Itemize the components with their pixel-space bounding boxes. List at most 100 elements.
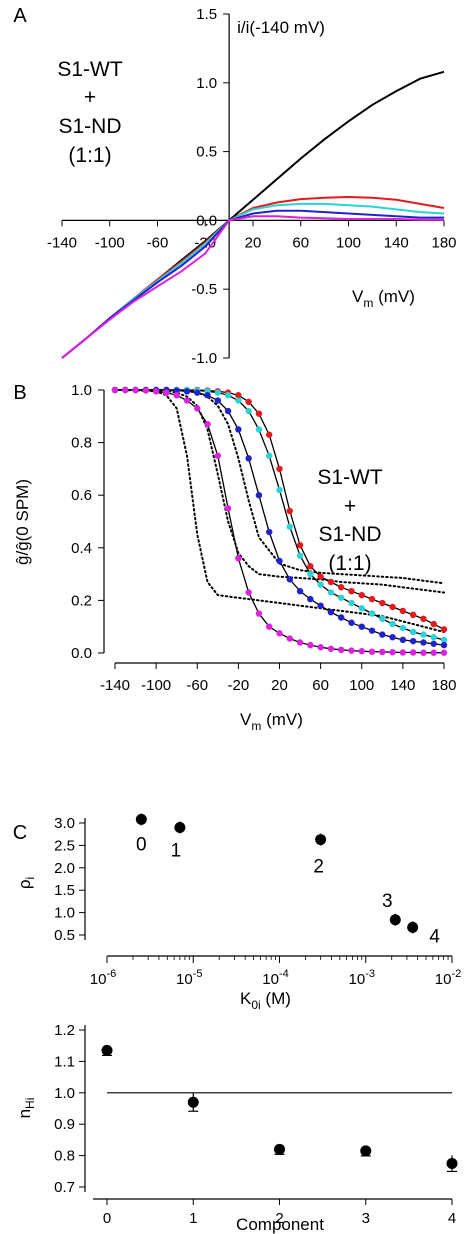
panel-letter-b: B bbox=[13, 382, 26, 404]
data-point bbox=[276, 465, 283, 473]
x-axis-title: K0i (M) bbox=[240, 989, 291, 1012]
annotation-line: S1-ND bbox=[58, 115, 121, 138]
fit-line bbox=[115, 389, 444, 654]
y-tick-label: -0.5 bbox=[191, 281, 217, 298]
data-point bbox=[214, 397, 222, 404]
model-dotted-line bbox=[114, 389, 445, 633]
data-point bbox=[317, 602, 324, 609]
panel-b: B 0.0 0.2 0.4 0.6 0.8 1.0 -140 -100 -60 -20 20 60 100… bbox=[13, 382, 457, 733]
data-point bbox=[327, 578, 335, 586]
data-point bbox=[399, 607, 407, 615]
data-point bbox=[337, 594, 345, 601]
panel-c-bottom: 0.7 0.8 0.9 1.0 1.1 1.2 0 1 2 3 4 Component nHi bbox=[15, 1022, 458, 1234]
data-point bbox=[409, 628, 417, 636]
x-tick-label: -60 bbox=[147, 234, 169, 251]
data-point bbox=[296, 639, 304, 646]
series-line bbox=[61, 209, 444, 359]
y-tick-label: 0.9 bbox=[54, 1116, 75, 1133]
y-tick-label: 0.5 bbox=[54, 927, 75, 944]
panel-letter-a: A bbox=[13, 5, 27, 27]
y-tick-label: 0.8 bbox=[71, 435, 92, 452]
data-point bbox=[214, 452, 222, 459]
x-tick-label: 0 bbox=[103, 1210, 111, 1227]
data-point bbox=[389, 603, 396, 611]
y-tick-label: 0.0 bbox=[71, 645, 92, 662]
data-point bbox=[409, 611, 417, 619]
y-tick-label: 1.5 bbox=[54, 882, 75, 899]
data-point bbox=[379, 615, 386, 623]
y-tick-label: 0.2 bbox=[71, 592, 92, 609]
data-point bbox=[389, 634, 396, 641]
data-point bbox=[440, 649, 448, 656]
data-point bbox=[296, 587, 304, 595]
component-label: 1 bbox=[171, 840, 182, 861]
y-axis-title: i/i(-140 mV) bbox=[237, 18, 325, 37]
data-point bbox=[194, 389, 201, 396]
component-label: 2 bbox=[313, 857, 324, 878]
data-point bbox=[286, 635, 293, 642]
data-point bbox=[307, 595, 314, 603]
x-tick-label: 4 bbox=[448, 1210, 456, 1227]
panel-letter-c: C bbox=[13, 822, 27, 844]
data-point bbox=[407, 921, 419, 933]
data-point bbox=[235, 555, 242, 562]
data-point bbox=[194, 405, 201, 412]
data-point bbox=[379, 648, 386, 656]
y-axis-title: ĝ/ĝ(0 SPM) bbox=[13, 479, 32, 565]
annotation-line: S1-WT bbox=[317, 466, 383, 489]
y-tick-label: 3.0 bbox=[54, 815, 75, 832]
data-point bbox=[348, 587, 355, 595]
data-point bbox=[266, 623, 273, 630]
y-tick-label: 1.0 bbox=[71, 382, 92, 399]
fit-line bbox=[115, 389, 445, 630]
x-tick-label: 100 bbox=[349, 677, 374, 694]
data-point bbox=[163, 389, 170, 396]
data-point bbox=[409, 637, 417, 645]
data-point bbox=[135, 813, 147, 825]
annotation-line: (1:1) bbox=[68, 144, 111, 167]
data-point bbox=[255, 410, 263, 417]
data-point bbox=[132, 386, 139, 394]
data-point bbox=[420, 615, 427, 623]
x-tick-label: 60 bbox=[312, 677, 329, 694]
data-point bbox=[430, 620, 437, 628]
x-tick-label: -140 bbox=[100, 677, 130, 694]
data-point bbox=[245, 455, 252, 462]
x-tick-label: 140 bbox=[384, 234, 409, 251]
y-tick-label: 1.0 bbox=[196, 75, 217, 92]
data-point bbox=[420, 639, 427, 646]
x-tick-label: -60 bbox=[186, 677, 208, 694]
data-point bbox=[399, 649, 407, 656]
data-point bbox=[266, 431, 273, 438]
x-tick-label: 100 bbox=[336, 234, 361, 251]
data-point bbox=[360, 1145, 372, 1157]
data-point bbox=[286, 523, 293, 530]
data-point bbox=[142, 387, 150, 394]
data-point bbox=[307, 641, 314, 649]
data-point bbox=[204, 420, 211, 428]
data-point bbox=[317, 573, 324, 580]
x-tick-label: 180 bbox=[431, 234, 456, 251]
data-point bbox=[358, 623, 365, 630]
data-point bbox=[358, 647, 365, 655]
y-tick-label: 1.2 bbox=[54, 1022, 75, 1039]
y-tick-label: 0.8 bbox=[54, 1148, 75, 1165]
data-point bbox=[430, 634, 437, 641]
data-point bbox=[440, 636, 448, 644]
data-point bbox=[315, 834, 327, 846]
annotation-line: (1:1) bbox=[328, 552, 371, 575]
data-point bbox=[317, 644, 324, 651]
y-tick-label: 2.0 bbox=[54, 860, 75, 877]
annotation-line: + bbox=[344, 495, 356, 518]
x-tick-label: 180 bbox=[431, 677, 456, 694]
data-point bbox=[307, 570, 314, 578]
data-point bbox=[214, 389, 222, 396]
x-axis-title: Component bbox=[236, 1215, 324, 1234]
data-point bbox=[327, 645, 335, 652]
x-tick-label: 3 bbox=[362, 1210, 370, 1227]
data-point bbox=[317, 581, 324, 588]
data-point bbox=[307, 563, 314, 570]
data-point bbox=[348, 647, 355, 654]
data-point bbox=[358, 591, 365, 599]
